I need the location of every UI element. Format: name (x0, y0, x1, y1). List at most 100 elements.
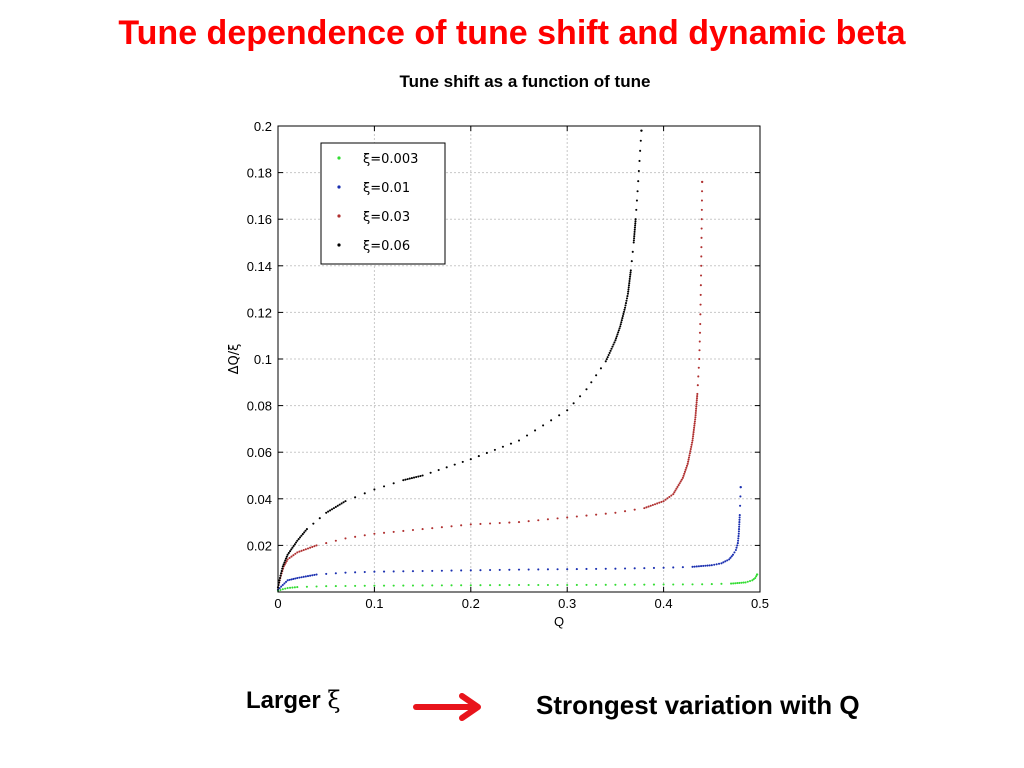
data-point (640, 129, 643, 132)
data-point (720, 582, 723, 585)
data-point (411, 528, 415, 532)
data-point (279, 588, 282, 592)
data-point (643, 583, 646, 586)
data-point (421, 528, 424, 531)
data-point (651, 503, 654, 507)
data-point (509, 442, 513, 445)
data-point (676, 485, 679, 488)
data-point (620, 319, 623, 322)
chart-subtitle: Tune shift as a function of tune (399, 72, 651, 91)
data-point (700, 264, 703, 267)
caption-larger-xi: Larger ξ (246, 686, 341, 715)
data-point (672, 493, 675, 496)
data-point (382, 584, 386, 587)
data-point (652, 583, 656, 586)
data-point (625, 297, 629, 300)
data-point (537, 583, 540, 587)
data-point (678, 482, 681, 485)
data-point (595, 513, 598, 516)
data-point (485, 451, 488, 455)
data-point (615, 335, 618, 338)
data-point (700, 236, 703, 239)
data-point (617, 329, 620, 332)
data-point (691, 439, 694, 442)
data-point (556, 583, 559, 587)
data-point (685, 464, 689, 467)
legend-item-3: ξ=0.06 (337, 239, 410, 254)
data-point (498, 521, 501, 525)
data-point (311, 545, 314, 548)
data-point (674, 489, 677, 492)
data-point (628, 275, 632, 278)
data-point (294, 577, 297, 580)
data-point (617, 331, 620, 334)
data-point (730, 582, 733, 585)
data-point (332, 507, 335, 510)
data-point (283, 582, 286, 585)
data-point (622, 310, 626, 313)
data-point (431, 584, 434, 587)
data-point (623, 510, 627, 513)
data-point (363, 534, 366, 537)
data-point (300, 534, 303, 537)
data-point (619, 325, 622, 328)
data-point (611, 345, 614, 348)
data-point (605, 358, 608, 361)
y-tick-label: 0.02 (247, 538, 272, 553)
data-point (279, 574, 282, 577)
data-point (634, 222, 637, 225)
legend-marker (337, 243, 341, 247)
data-point (660, 500, 663, 503)
data-point (737, 528, 741, 531)
data-point (639, 139, 642, 142)
data-point (286, 586, 289, 590)
data-point (354, 535, 357, 538)
data-point (440, 569, 443, 572)
data-point (623, 306, 627, 309)
data-point (537, 568, 540, 571)
legend-item-1: ξ=0.01 (337, 181, 410, 196)
data-point (280, 585, 283, 588)
data-point (694, 409, 697, 412)
data-point (699, 293, 702, 296)
data-point (290, 555, 293, 558)
data-point (604, 360, 607, 363)
data-point (498, 568, 501, 571)
data-point (411, 570, 415, 573)
data-point (699, 313, 702, 316)
data-point (575, 515, 578, 518)
data-point (694, 418, 697, 421)
data-point (404, 478, 407, 481)
data-point (402, 479, 405, 482)
data-point (633, 228, 636, 231)
data-point (614, 583, 617, 586)
data-point (445, 466, 448, 469)
data-point (288, 556, 291, 560)
data-point (566, 568, 569, 571)
data-point (575, 583, 578, 587)
y-tick-label: 0.06 (247, 445, 272, 460)
legend: ξ=0.003 ξ=0.01 ξ=0.03 ξ=0.06 (320, 142, 446, 265)
data-point (680, 478, 683, 481)
data-point (738, 523, 741, 526)
data-point (344, 584, 347, 588)
data-point (620, 321, 623, 324)
caption-strongest-variation: Strongest variation with Q (536, 690, 860, 720)
data-point (614, 339, 617, 342)
data-point (616, 333, 619, 336)
data-point (700, 255, 703, 258)
data-point (666, 497, 669, 500)
data-point (311, 574, 314, 577)
data-point (722, 561, 725, 564)
data-point (392, 482, 395, 485)
data-point (344, 571, 347, 574)
data-point (696, 395, 699, 398)
data-point (284, 587, 287, 590)
data-point (634, 218, 637, 221)
data-point (683, 472, 686, 475)
data-point (738, 518, 741, 521)
data-point (604, 512, 607, 515)
legend-item-0: ξ=0.003 (337, 152, 418, 167)
data-point (699, 284, 702, 287)
y-tick-label: 0.18 (247, 166, 272, 181)
